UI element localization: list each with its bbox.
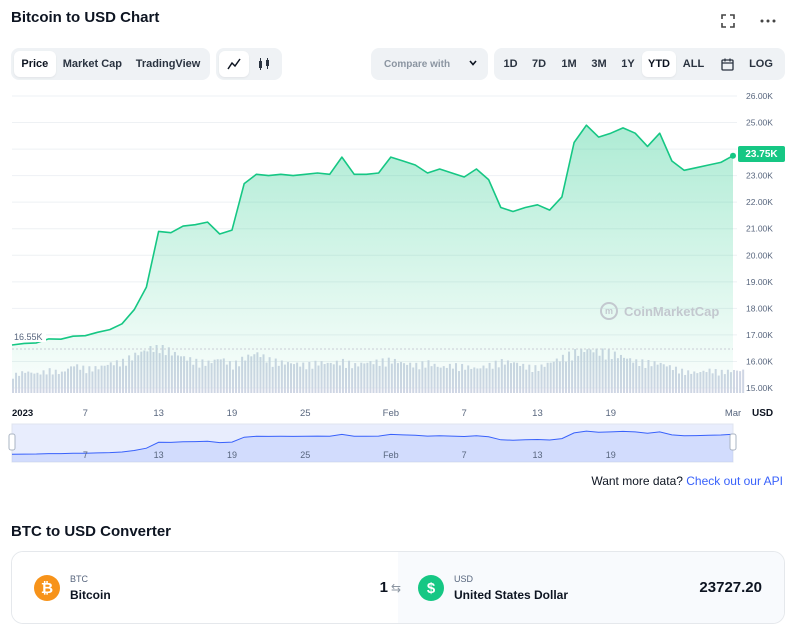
tab-price[interactable]: Price bbox=[14, 51, 56, 77]
volume-bar bbox=[742, 369, 745, 393]
y-tick-label: 25.00K bbox=[746, 118, 773, 128]
navigator-tick-label: Feb bbox=[383, 450, 399, 460]
navigator-tick-label: 25 bbox=[300, 450, 310, 460]
x-tick-label: 19 bbox=[606, 408, 617, 419]
range-1y[interactable]: 1Y bbox=[621, 58, 635, 70]
y-tick-label: 18.00K bbox=[746, 303, 773, 313]
x-tick-label: 19 bbox=[227, 408, 238, 419]
navigator-left-handle[interactable] bbox=[8, 433, 16, 451]
view-tabs: Price Market Cap TradingView bbox=[11, 48, 210, 80]
from-name: Bitcoin bbox=[70, 588, 111, 602]
compare-with-dropdown[interactable]: Compare with bbox=[371, 48, 488, 80]
range-selector: 1D 7D 1M 3M 1Y YTD ALL LOG bbox=[494, 48, 785, 80]
navigator-tick-label: 13 bbox=[154, 450, 164, 460]
dollar-icon: $ bbox=[418, 575, 444, 601]
navigator-right-handle[interactable] bbox=[729, 433, 737, 451]
range-ytd[interactable]: YTD bbox=[642, 51, 676, 77]
min-price-label: 16.55K bbox=[11, 332, 46, 342]
volume-bar bbox=[736, 370, 739, 393]
y-tick-label: 15.00K bbox=[746, 383, 773, 393]
from-amount-input[interactable]: 1 bbox=[379, 579, 388, 596]
volume-bar bbox=[739, 371, 742, 393]
calendar-icon bbox=[721, 58, 734, 71]
volume-bar bbox=[733, 369, 735, 393]
navigator-tick-label: 7 bbox=[462, 450, 467, 460]
range-1m[interactable]: 1M bbox=[561, 58, 577, 70]
x-tick-label: 13 bbox=[153, 408, 164, 419]
tab-market-cap[interactable]: Market Cap bbox=[62, 58, 122, 70]
more-data-prompt: Want more data? bbox=[591, 474, 683, 488]
currency-label: USD bbox=[752, 408, 773, 419]
coinmarketcap-watermark: m CoinMarketCap bbox=[600, 302, 719, 320]
navigator-line bbox=[11, 430, 734, 455]
navigator-tick-label: 7 bbox=[83, 450, 88, 460]
y-tick-label: 26.00K bbox=[746, 91, 773, 101]
fullscreen-icon[interactable] bbox=[719, 12, 737, 30]
converter-from[interactable]: ₿ BTC Bitcoin 1 bbox=[12, 552, 398, 623]
candlestick-icon bbox=[259, 58, 269, 70]
x-tick-label: 7 bbox=[83, 408, 88, 419]
y-tick-label: 20.00K bbox=[746, 250, 773, 260]
range-1d[interactable]: 1D bbox=[503, 58, 518, 70]
price-chart-svg: 26.00K25.00K24.00K23.00K22.00K21.00K20.0… bbox=[8, 91, 773, 463]
chart-style-toggle bbox=[216, 48, 282, 80]
x-tick-label: 2023 bbox=[12, 408, 33, 419]
current-price-tag: 23.75K bbox=[738, 146, 785, 162]
y-tick-label: 22.00K bbox=[746, 197, 773, 207]
converter-to[interactable]: $ USD United States Dollar 23727.20 bbox=[398, 552, 784, 623]
bitcoin-icon: ₿ bbox=[34, 575, 60, 601]
y-tick-label: 16.00K bbox=[746, 356, 773, 366]
calendar-button[interactable] bbox=[711, 51, 744, 77]
coinmarketcap-logo-icon: m bbox=[600, 302, 618, 320]
tab-tradingview[interactable]: TradingView bbox=[135, 58, 201, 70]
more-data-text: Want more data? Check out our API bbox=[591, 474, 783, 488]
converter-title: BTC to USD Converter bbox=[11, 523, 172, 540]
converter-card: ₿ BTC Bitcoin 1 $ USD United States Doll… bbox=[11, 551, 785, 624]
page-title: Bitcoin to USD Chart bbox=[11, 9, 160, 26]
y-tick-label: 17.00K bbox=[746, 330, 773, 340]
current-price-dot bbox=[730, 152, 736, 159]
x-tick-label: 25 bbox=[300, 408, 311, 419]
x-tick-label: Mar bbox=[725, 408, 741, 419]
range-7d[interactable]: 7D bbox=[531, 58, 547, 70]
price-line bbox=[11, 124, 734, 346]
compare-with-label: Compare with bbox=[384, 58, 451, 70]
navigator-area bbox=[12, 431, 733, 462]
price-chart[interactable]: 26.00K25.00K24.00K23.00K22.00K21.00K20.0… bbox=[0, 88, 802, 468]
api-link[interactable]: Check out our API bbox=[686, 474, 783, 488]
x-tick-label: 7 bbox=[462, 408, 467, 419]
navigator-tick-label: 19 bbox=[606, 450, 616, 460]
to-name: United States Dollar bbox=[454, 588, 569, 602]
y-tick-label: 23.00K bbox=[746, 171, 773, 181]
x-tick-label: Feb bbox=[383, 408, 399, 419]
to-amount-value: 23727.20 bbox=[699, 579, 762, 596]
swap-icon[interactable]: ⇆ bbox=[391, 581, 402, 595]
y-tick-label: 21.00K bbox=[746, 224, 773, 234]
candlestick-button[interactable] bbox=[249, 51, 279, 77]
range-all[interactable]: ALL bbox=[682, 58, 705, 70]
y-tick-label: 19.00K bbox=[746, 277, 773, 287]
navigator-tick-label: 19 bbox=[227, 450, 237, 460]
chevron-down-icon bbox=[469, 60, 477, 66]
from-symbol: BTC bbox=[70, 574, 88, 584]
line-chart-icon bbox=[227, 58, 241, 70]
log-scale-toggle[interactable]: LOG bbox=[749, 58, 773, 70]
x-tick-label: 13 bbox=[532, 408, 543, 419]
line-chart-button[interactable] bbox=[219, 51, 249, 77]
navigator-tick-label: 13 bbox=[532, 450, 542, 460]
more-options-icon[interactable] bbox=[759, 12, 777, 30]
range-3m[interactable]: 3M bbox=[591, 58, 607, 70]
price-area-fill bbox=[12, 125, 733, 388]
navigator-window bbox=[11, 423, 734, 463]
to-symbol: USD bbox=[454, 574, 474, 584]
